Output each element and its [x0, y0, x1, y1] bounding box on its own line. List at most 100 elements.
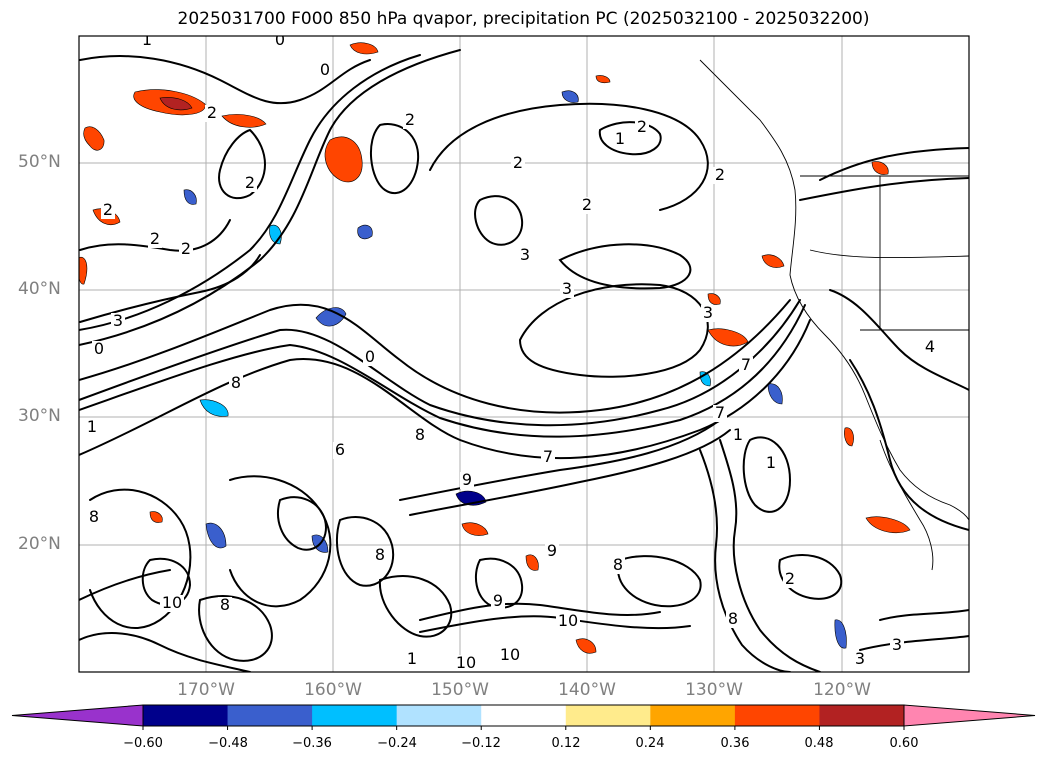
contour-label-background — [179, 241, 193, 258]
precip-patch — [871, 161, 889, 175]
contour-label-background — [498, 647, 522, 664]
contour-label: 2 — [513, 153, 523, 172]
contour-line — [369, 123, 420, 195]
contour-line — [79, 55, 371, 105]
colorbar-bin — [143, 705, 229, 726]
state-border — [809, 249, 969, 259]
contour-label-background — [635, 119, 649, 136]
contour-label: 2 — [405, 110, 415, 129]
contour-label: 3 — [855, 649, 865, 668]
contour-label: 8 — [220, 595, 230, 614]
baja-coast — [879, 439, 934, 571]
colorbar-bin — [312, 705, 398, 726]
contour-line — [859, 635, 969, 651]
lat-label-40n: 40°N — [18, 279, 61, 299]
contour-label-background — [613, 131, 627, 148]
lon-label-120w: 120°W — [813, 680, 871, 700]
contour-label: 4 — [925, 337, 935, 356]
contour-label-background — [318, 62, 332, 79]
contour-label-background — [101, 202, 115, 219]
contour-line — [79, 299, 791, 414]
contour-line — [558, 243, 692, 290]
contour-line — [79, 254, 261, 323]
contour-label: 7 — [543, 447, 553, 466]
lon-label-170w: 170°W — [177, 680, 235, 700]
contour-line — [79, 319, 811, 460]
contour-label-background — [739, 357, 753, 374]
contour-line — [474, 557, 524, 609]
contour-label: 2 — [150, 229, 160, 248]
colorbar-tick-label: −0.48 — [208, 736, 248, 751]
contour-label-background — [148, 231, 162, 248]
contour-label: 0 — [365, 347, 375, 366]
contour-line — [829, 289, 969, 391]
contour-label-background — [923, 339, 937, 356]
precip-patch — [525, 554, 539, 571]
colorbar-tick-label: −0.60 — [123, 736, 163, 751]
precip-patch — [221, 114, 267, 128]
contour-line — [819, 147, 969, 181]
contour-label: 1 — [733, 425, 743, 444]
precip-patch — [79, 256, 88, 285]
contour-label-background — [731, 427, 745, 444]
contour-label: 8 — [375, 545, 385, 564]
contour-label: 2 — [582, 195, 592, 214]
precip-patch — [205, 522, 227, 549]
contour-label: 8 — [89, 507, 99, 526]
contour-label-background — [111, 313, 125, 330]
colorbar-under-arrow — [11, 704, 144, 727]
precip-patch — [561, 90, 579, 103]
contour-line — [79, 632, 251, 672]
contour-label-background — [518, 247, 532, 264]
contour-label: 0 — [275, 30, 285, 49]
contour-label: 1 — [766, 453, 776, 472]
contour-label: 3 — [562, 279, 572, 298]
colorbar-tick-label: 0.36 — [720, 736, 750, 751]
contour-line — [879, 609, 969, 621]
contour-line — [277, 496, 327, 551]
precip-patch — [349, 42, 379, 55]
precip-patch — [461, 522, 489, 536]
contour-line — [474, 195, 524, 246]
precip-patch — [315, 307, 347, 327]
contour-label: 2 — [181, 239, 191, 258]
precip-patch — [183, 189, 197, 205]
contour-label: 9 — [547, 541, 557, 560]
colorbar-bin — [819, 705, 905, 726]
contour-label-background — [205, 105, 219, 122]
contour-label-background — [413, 427, 427, 444]
precip-patch — [159, 97, 193, 111]
contour-label: 0 — [94, 339, 104, 358]
contour-line — [79, 569, 171, 601]
contour-label-background — [701, 305, 715, 322]
precip-patch — [83, 126, 105, 151]
contour-label-background — [713, 167, 727, 184]
map-frame — [78, 35, 970, 673]
contour-label-background — [85, 419, 99, 436]
contour-label: 10 — [500, 645, 520, 664]
contour-label-background — [580, 197, 594, 214]
precip-patch — [834, 619, 847, 649]
precip-patch — [149, 511, 163, 523]
lon-label-130w: 130°W — [685, 680, 743, 700]
precip-patch — [707, 293, 721, 305]
colorbar-tick-label: −0.12 — [461, 736, 501, 751]
contour-label: 8 — [613, 555, 623, 574]
contour-label-background — [92, 341, 106, 358]
precip-patch — [199, 399, 229, 417]
colorbar-tick-label: 0.60 — [889, 736, 919, 751]
contour-label: 7 — [715, 403, 725, 422]
contour-line — [229, 475, 332, 608]
contour-label-background — [541, 449, 555, 466]
contour-line — [79, 304, 806, 438]
contour-label: 3 — [520, 245, 530, 264]
contour-line — [378, 575, 453, 638]
precip-patch — [865, 516, 911, 533]
contour-label-background — [243, 175, 257, 192]
contour-label-background — [560, 281, 574, 298]
contour-label: 3 — [113, 311, 123, 330]
contour-line — [617, 555, 702, 608]
contour-line — [429, 102, 709, 211]
contour-label: 2 — [103, 200, 113, 219]
